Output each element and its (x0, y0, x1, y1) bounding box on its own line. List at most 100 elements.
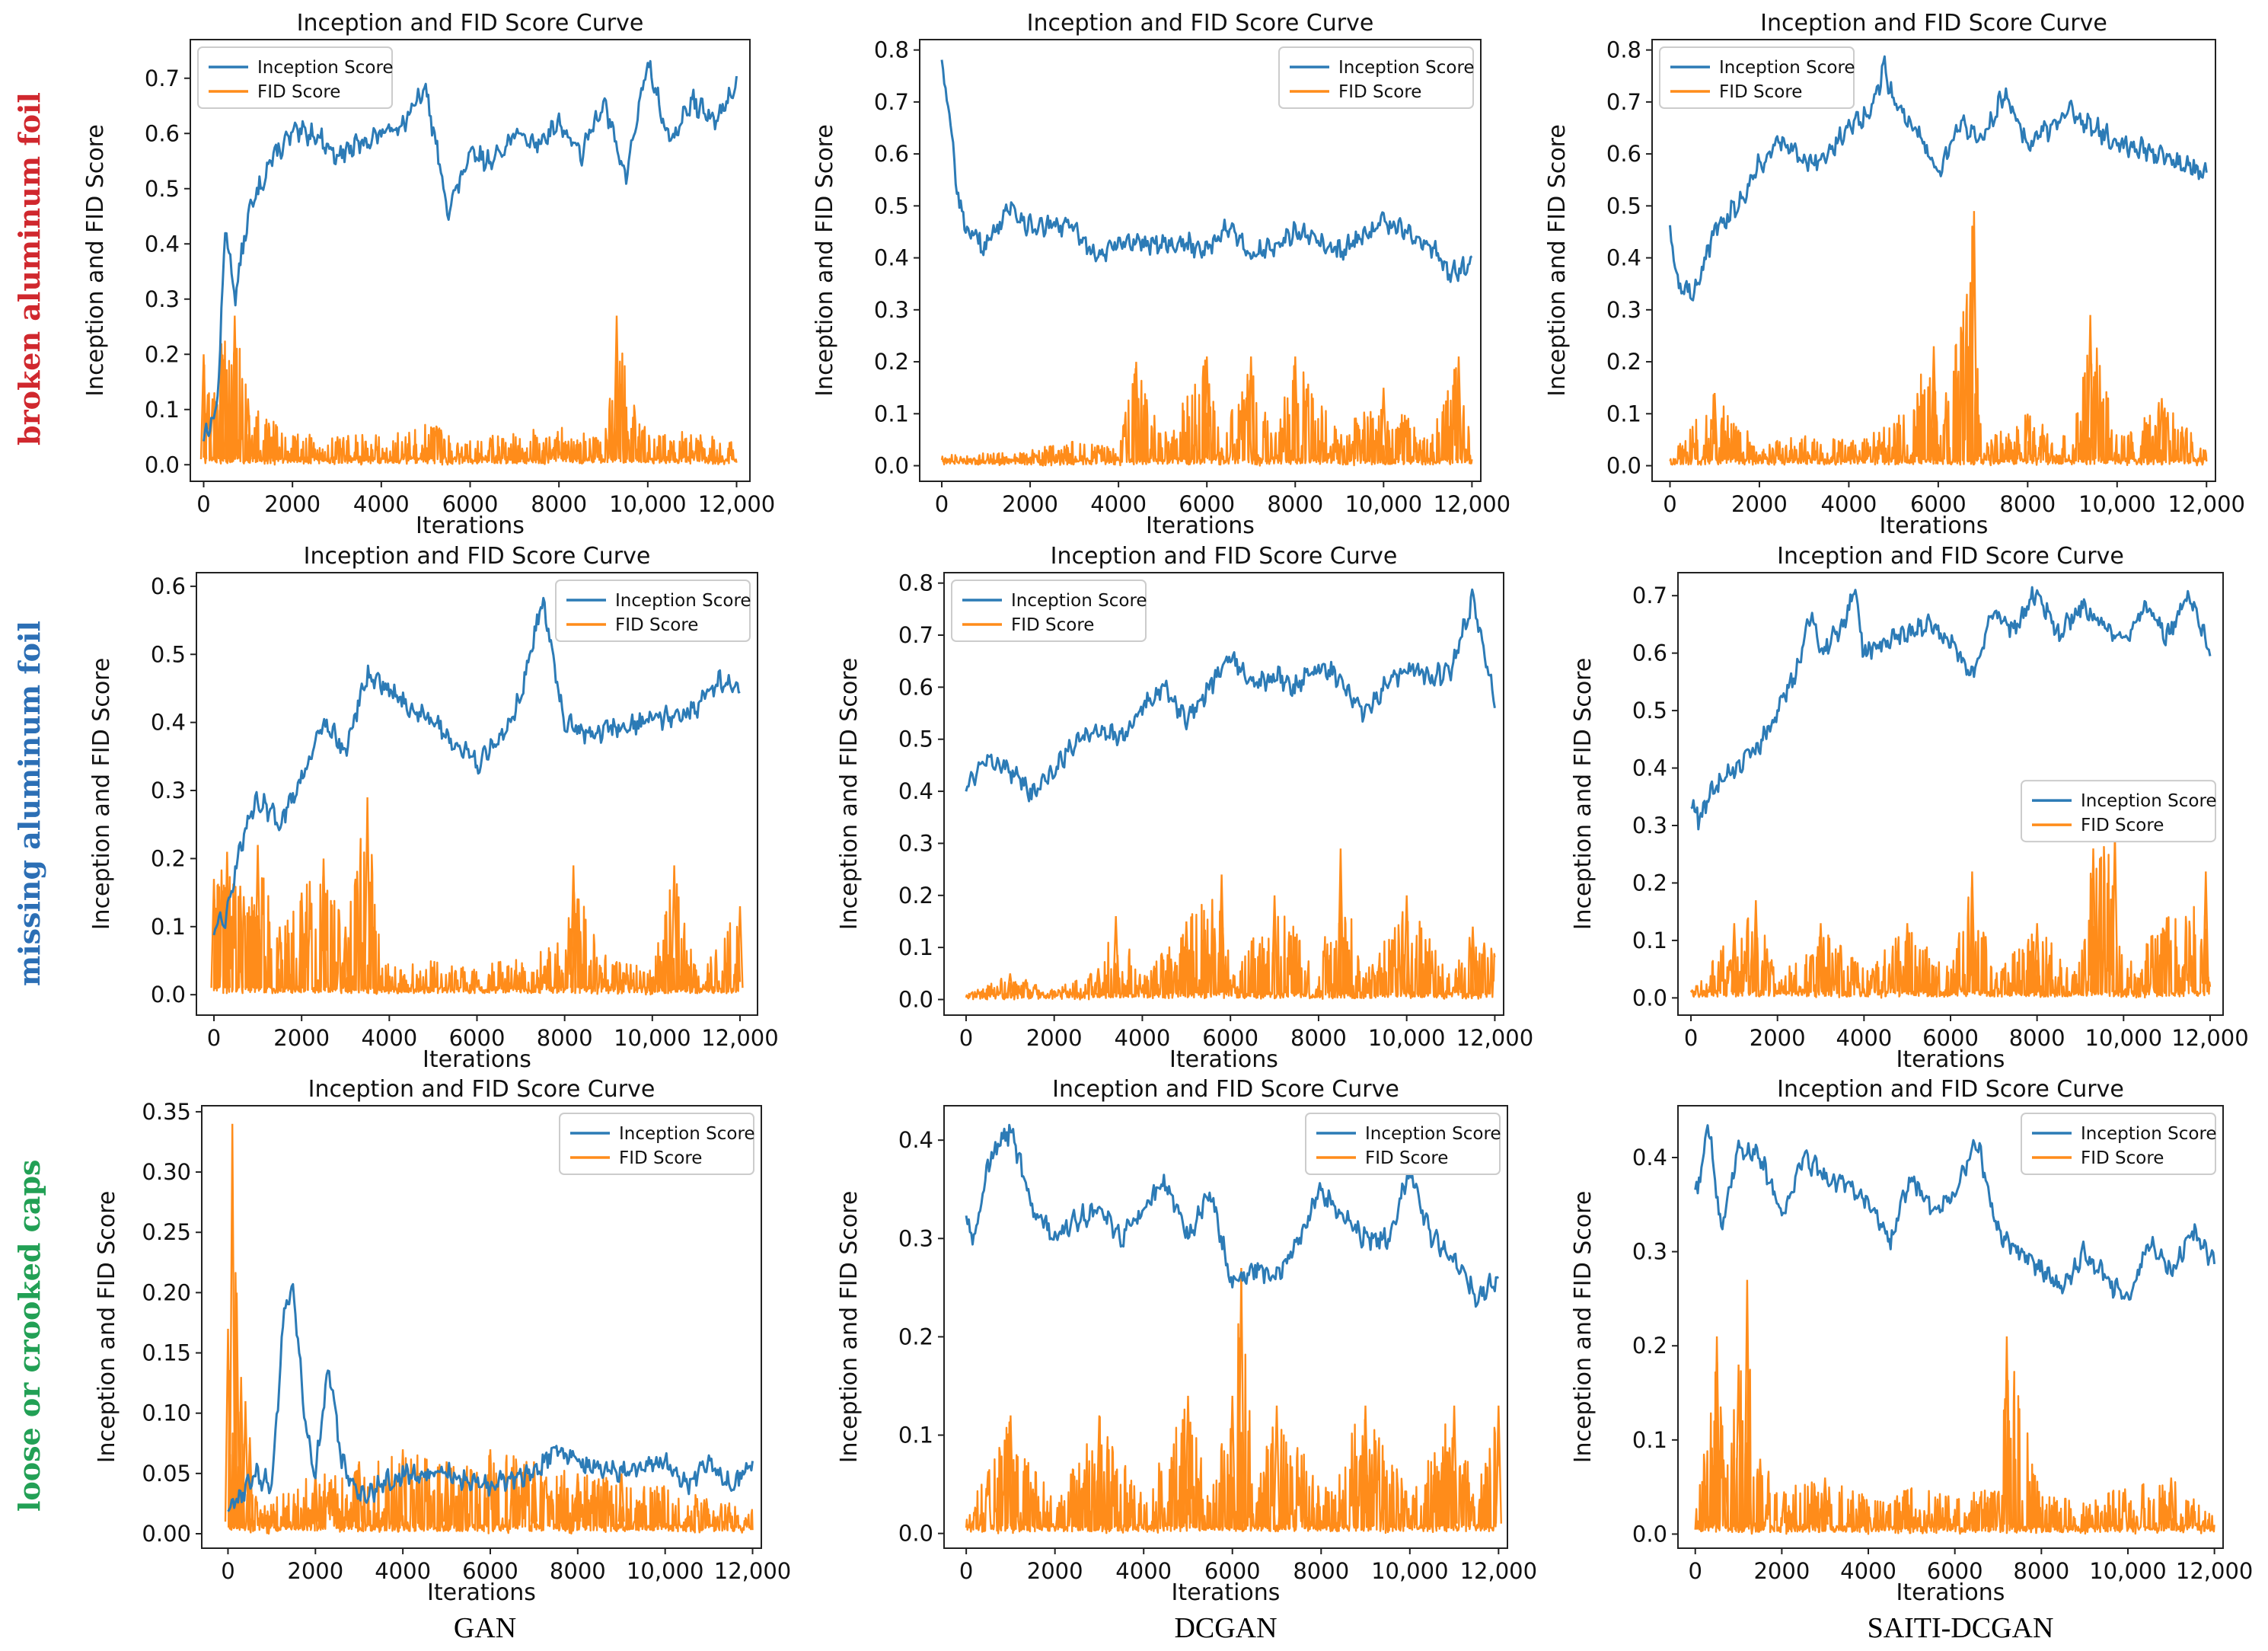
series-fid-score (965, 877, 1496, 1001)
series-group (965, 1123, 1502, 1534)
x-tick-label: 10,000 (2078, 491, 2155, 517)
series-group (965, 588, 1496, 1001)
y-tick-label: 0.0 (1606, 453, 1641, 479)
series-group (940, 59, 1473, 467)
y-tick-label: 0.2 (151, 845, 186, 871)
fid-peak (1450, 1405, 1458, 1524)
fid-peak (1469, 926, 1477, 995)
series-inception-score (965, 588, 1496, 803)
y-tick-label: 0.0 (1632, 985, 1667, 1011)
fid-peak (399, 1449, 407, 1522)
y-tick-label: 0.3 (151, 778, 186, 803)
y-tick-label: 0.8 (1606, 37, 1641, 63)
fid-peak (2163, 917, 2171, 992)
y-tick-label: 0.5 (145, 176, 180, 202)
x-tick-label: 2000 (1731, 491, 1788, 517)
plot-frame (919, 39, 1482, 482)
y-tick-label: 0.4 (1606, 245, 1641, 271)
chart-title: Inception and FID Score Curve (1777, 1076, 2124, 1103)
y-tick-label: 0.2 (1606, 349, 1641, 375)
x-tick-label: 0 (935, 491, 949, 517)
y-tick-label: 0.4 (145, 231, 180, 257)
column-label-saiti-dcgan: SAITI-DCGAN (1868, 1612, 2054, 1644)
x-tick-label: 4000 (1115, 1025, 1171, 1051)
x-tick-label: 0 (221, 1558, 234, 1584)
fid-peak (363, 797, 372, 988)
fid-peak (736, 905, 744, 988)
x-tick-label: 0 (1684, 1025, 1698, 1051)
plot-frame (190, 39, 751, 482)
fid-peak (1184, 1395, 1192, 1524)
series-fid-score (940, 359, 1473, 467)
x-tick-label: 2000 (264, 491, 321, 517)
x-axis-label: Iterations (1896, 1046, 2005, 1073)
x-tick-label: 6000 (449, 1025, 506, 1051)
legend-label-inception: Inception Score (257, 58, 394, 78)
fid-peak (1273, 1405, 1281, 1524)
fid-peak (1247, 356, 1255, 461)
fid-peak (254, 845, 262, 988)
y-axis-label: Inception and FID Score (836, 1191, 863, 1464)
legend: Inception Score FID Score (555, 580, 751, 642)
y-tick-label: 0.1 (1606, 401, 1641, 426)
x-axis-label: Iterations (416, 513, 525, 539)
legend-label-fid: FID Score (2081, 1148, 2164, 1168)
fid-peak (1361, 1405, 1370, 1524)
fid-peak (574, 1473, 582, 1522)
x-tick-label: 10,000 (614, 1025, 691, 1051)
chart-title: Inception and FID Score Curve (1760, 10, 2107, 37)
fid-peak (298, 893, 305, 988)
y-tick-label: 0.7 (145, 65, 180, 91)
fid-peak (1182, 921, 1190, 995)
legend-box (559, 1113, 754, 1175)
series-group (224, 1123, 754, 1535)
y-tick-label: 0.4 (874, 245, 909, 271)
fid-peak (1968, 871, 1976, 992)
x-axis-label: Iterations (1896, 1579, 2005, 1606)
series-group (210, 596, 744, 996)
fid-peak (2086, 315, 2094, 461)
row-label-part: missing (12, 860, 46, 986)
x-tick-label: 0 (959, 1558, 973, 1584)
row-label-part: broken (12, 331, 46, 445)
y-tick-label: 0.2 (1632, 870, 1667, 896)
fid-peak (1217, 874, 1226, 995)
y-axis-label: Inception and FID Score (1570, 658, 1597, 931)
fid-peak (1970, 211, 1978, 461)
x-tick-label: 0 (1663, 491, 1676, 517)
series-group (1694, 1124, 2216, 1535)
chart-panel-r1c1: Inception and FID Score Curve 0.0 0.1 0.2 0.… (836, 543, 1533, 1073)
y-axis-label: Inception and FID Score (836, 658, 863, 931)
fid-peak (1455, 356, 1463, 461)
x-tick-label: 8000 (531, 491, 587, 517)
fid-peak (1112, 916, 1120, 995)
x-tick-label: 6000 (1179, 491, 1235, 517)
fid-peak (1094, 968, 1102, 995)
x-tick-label: 8000 (550, 1558, 606, 1584)
fid-peak (1711, 392, 1718, 461)
fid-peak (1096, 1415, 1103, 1524)
x-tick-label: 10,000 (1368, 1025, 1445, 1051)
chart-panel-r2c2: Inception and FID Score Curve 0.0 0.1 0.2 0.… (1570, 1076, 2253, 1606)
legend-label-fid: FID Score (615, 615, 698, 635)
series-inception-score (1694, 1124, 2216, 1301)
chart-panel-r0c1: Inception and FID Score Curve 0.0 0.1 0.2 0.… (812, 10, 1510, 539)
series-fid-score (1669, 225, 2208, 467)
x-tick-label: 4000 (353, 491, 410, 517)
x-tick-label: 0 (1689, 1558, 1702, 1584)
y-tick-label: 0.20 (142, 1279, 191, 1305)
x-tick-label: 0 (959, 1025, 973, 1051)
chart-panels: Inception and FID Score Curve 0.0 0.1 0.2 0.… (82, 10, 2253, 1606)
fid-peak (1291, 356, 1299, 461)
fid-peak (617, 1473, 625, 1522)
series-inception-score (1690, 586, 2212, 831)
fid-peak (1713, 1336, 1721, 1525)
series-inception-score (203, 59, 738, 442)
y-axis-label: Inception and FID Score (94, 1191, 120, 1464)
fid-peak (210, 879, 218, 988)
legend-box (1305, 1113, 1501, 1175)
fid-peak (1380, 388, 1387, 461)
y-tick-label: 0.4 (151, 710, 186, 736)
y-tick-label: 0.0 (898, 1521, 933, 1547)
y-tick-label: 0.05 (142, 1461, 191, 1487)
